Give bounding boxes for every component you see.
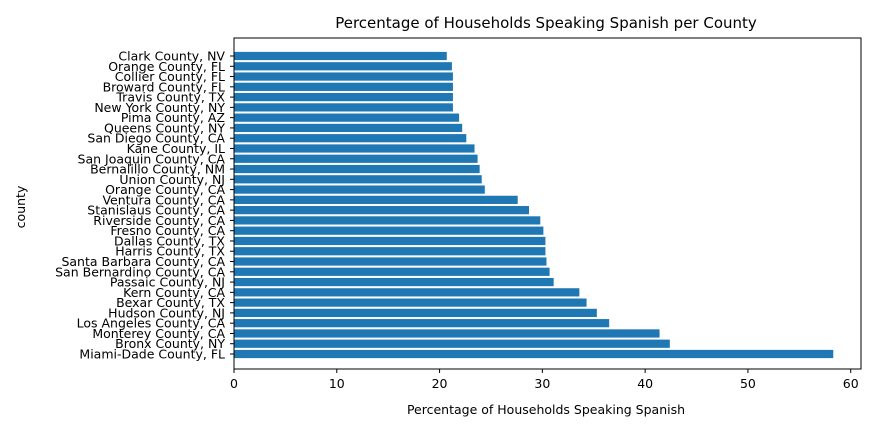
bar: [234, 226, 544, 235]
y-tick-label: Travis County, TX: [115, 90, 225, 105]
y-tick-label: Dallas County, TX: [114, 233, 225, 248]
bar: [234, 113, 460, 122]
bar: [234, 51, 447, 61]
y-axis-label: county: [13, 185, 28, 228]
chart-title: Percentage of Households Speaking Spanis…: [335, 14, 757, 32]
bar: [234, 62, 452, 71]
x-tick-label: 60: [843, 376, 859, 391]
bar: [234, 175, 482, 184]
y-tick-label: Orange County, CA: [105, 182, 225, 197]
bar: [234, 308, 597, 318]
x-axis-label: Percentage of Households Speaking Spanis…: [407, 402, 685, 417]
y-tick-label: Queens County, NY: [104, 120, 225, 135]
bar: [234, 277, 554, 287]
bar: [234, 154, 478, 163]
y-tick-label: Monterey County, CA: [92, 326, 225, 341]
bar: [234, 298, 587, 307]
y-tick-label: Orange County, FL: [108, 59, 225, 74]
y-tick-label: San Diego County, CA: [87, 131, 225, 146]
y-tick-label: Santa Barbara County, CA: [61, 254, 225, 269]
x-tick-label: 30: [534, 376, 550, 391]
bar: [234, 267, 550, 276]
bar: [234, 216, 541, 225]
y-tick-label: Bernalillo County, NM: [90, 162, 225, 177]
y-tick-label: Harris County, TX: [115, 244, 225, 259]
x-tick-label: 10: [329, 376, 345, 391]
x-axis: 0 10 20 30 40 50 60: [230, 369, 859, 391]
bar: [234, 72, 453, 81]
y-tick-label: Bexar County, TX: [116, 295, 225, 310]
y-tick-label: San Bernardino County, CA: [55, 264, 225, 279]
y-tick-label: Broward County, FL: [103, 79, 225, 94]
bar: [234, 288, 580, 297]
bar: [234, 92, 453, 102]
y-tick-label: New York County, NY: [94, 100, 225, 115]
y-tick-label: Kane County, IL: [127, 141, 225, 156]
y-tick-label: Clark County, NV: [118, 49, 225, 64]
y-tick-label: Kern County, CA: [123, 285, 225, 300]
y-tick-label: Union County, NJ: [119, 172, 225, 187]
x-tick-label: 50: [740, 376, 756, 391]
y-tick-label: Miami-Dade County, FL: [79, 347, 225, 362]
bars-layer: [234, 51, 834, 359]
plot-frame: [233, 37, 862, 370]
y-tick-label: Fresno County, CA: [110, 223, 225, 238]
y-tick-label: Hudson County, NJ: [108, 305, 225, 320]
y-tick-label: Stanislaus County, CA: [87, 203, 225, 218]
x-tick-label: 0: [230, 376, 238, 391]
bar: [234, 123, 463, 133]
y-tick-label: Collier County, FL: [115, 69, 225, 84]
bar: [234, 82, 453, 91]
y-tick-label: Passaic County, NJ: [110, 275, 225, 290]
y-tick-label: Los Angeles County, CA: [77, 316, 226, 331]
bar: [234, 185, 485, 194]
y-tick-label: San Joaquin County, CA: [78, 151, 226, 166]
bar: [234, 319, 610, 328]
bar: [234, 144, 475, 153]
bar: [234, 206, 529, 215]
y-tick-label: Bronx County, NY: [115, 336, 225, 351]
bar: [234, 236, 546, 246]
bar: [234, 339, 670, 348]
bar: [234, 195, 518, 204]
y-tick-label: Riverside County, CA: [93, 213, 225, 228]
y-tick-label: Pima County, AZ: [121, 110, 225, 125]
bar: [234, 134, 467, 143]
y-tick-label: Ventura County, CA: [102, 192, 225, 207]
x-tick-label: 40: [637, 376, 653, 391]
bar: [234, 103, 453, 112]
bar: [234, 349, 834, 359]
bar: [234, 164, 480, 174]
bar: [234, 329, 660, 338]
x-tick-label: 20: [432, 376, 448, 391]
bar: [234, 257, 547, 266]
bar: [234, 247, 546, 256]
